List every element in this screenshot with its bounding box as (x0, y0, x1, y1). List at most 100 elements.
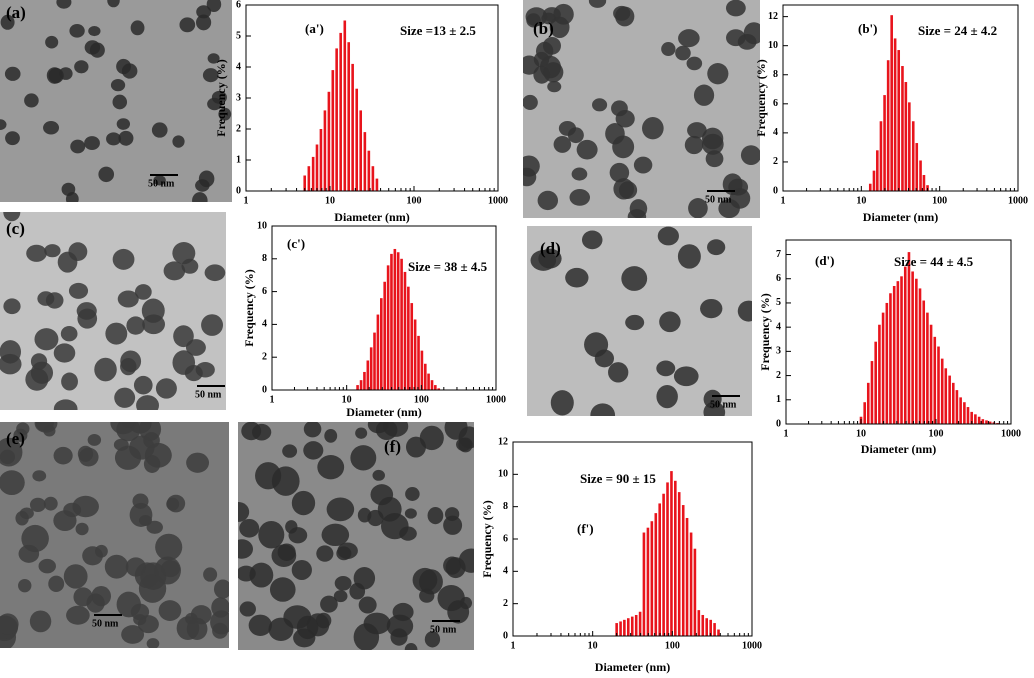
bar (886, 60, 890, 191)
bar (904, 82, 908, 191)
bar (900, 276, 903, 424)
particle (65, 192, 79, 202)
tem-image: (b) 50 nm (523, 0, 760, 218)
y-tick-label: 10 (768, 40, 778, 51)
particle (75, 522, 89, 536)
particle (129, 435, 155, 460)
bar (623, 619, 626, 636)
bar (903, 266, 907, 424)
particle (707, 63, 729, 85)
particle (43, 120, 60, 135)
particle (268, 617, 294, 642)
tem-image: (e) 50 nm (0, 422, 229, 648)
scale-label: 50 nm (92, 618, 119, 629)
particle (677, 244, 701, 269)
particle (249, 562, 274, 588)
particle (84, 136, 100, 150)
particle (737, 300, 752, 322)
particle (43, 496, 58, 511)
bar (701, 614, 705, 636)
bar (970, 411, 973, 424)
particle (73, 587, 93, 607)
panel-label: (a) (6, 3, 26, 22)
particle (113, 438, 129, 451)
particle (98, 166, 115, 183)
y-tick-label: 4 (776, 321, 781, 332)
bar (689, 532, 693, 636)
bar (323, 110, 327, 191)
bar (359, 110, 363, 191)
particle (58, 67, 73, 80)
y-tick-label: 10 (498, 469, 508, 480)
particle (743, 22, 760, 45)
particle (186, 452, 210, 473)
particle (320, 595, 338, 613)
y-tick-label: 5 (776, 297, 781, 308)
particle (196, 14, 212, 31)
x-tick-label: 100 (929, 428, 944, 439)
particle (195, 179, 210, 192)
particle (661, 42, 676, 57)
particle (615, 109, 635, 128)
y-tick-label: 6 (236, 0, 241, 10)
particle (526, 13, 541, 28)
panel-label: (c') (287, 236, 305, 251)
size-annotation: Size = 38 ± 4.5 (408, 259, 488, 274)
particle (112, 94, 128, 110)
panel-label: (d) (540, 239, 561, 258)
bar (363, 132, 367, 191)
particle (29, 610, 52, 633)
y-tick-label: 2 (262, 351, 267, 362)
particle (565, 267, 589, 288)
bar (896, 281, 900, 424)
particle (155, 533, 183, 561)
bar (386, 265, 390, 390)
plot-frame (271, 225, 497, 391)
particle (370, 484, 394, 506)
particle (84, 40, 101, 55)
bar (319, 129, 323, 191)
particle (29, 497, 46, 512)
particle (321, 523, 350, 547)
particle (0, 470, 25, 496)
particle (424, 631, 441, 648)
y-axis-label: Frequency (%) (754, 59, 768, 136)
particle (629, 199, 648, 218)
particles (0, 212, 226, 410)
y-tick-label: 3 (776, 346, 781, 357)
bar (878, 324, 881, 424)
bar (375, 178, 379, 191)
scale-label: 50 nm (705, 194, 732, 205)
bar (646, 527, 650, 636)
particle (196, 5, 212, 19)
particle (291, 490, 316, 516)
x-tick-label: 1 (784, 428, 789, 439)
bar (413, 319, 417, 390)
x-tick-label: 1 (244, 195, 249, 206)
particle (404, 508, 417, 519)
particle (239, 518, 260, 538)
bar (911, 121, 915, 191)
bar (654, 513, 658, 636)
particle (291, 560, 312, 580)
particle (133, 614, 147, 626)
particle (24, 93, 39, 108)
size-annotation: Size = 24 ± 4.2 (918, 23, 997, 38)
particle (248, 614, 272, 636)
bar (929, 324, 933, 424)
tem-image: (c) 50 nm (0, 212, 226, 410)
y-tick-label: 4 (503, 566, 508, 577)
particle (122, 422, 135, 429)
particle (621, 266, 648, 291)
bar (335, 48, 338, 192)
particle (613, 178, 635, 200)
bar (693, 548, 697, 636)
bar (359, 380, 363, 390)
size-annotation: Size =13 ± 2.5 (400, 23, 476, 38)
y-tick-label: 12 (768, 11, 778, 22)
bar (915, 143, 919, 191)
bar (863, 402, 866, 424)
bar (390, 253, 393, 390)
bar (901, 66, 904, 191)
